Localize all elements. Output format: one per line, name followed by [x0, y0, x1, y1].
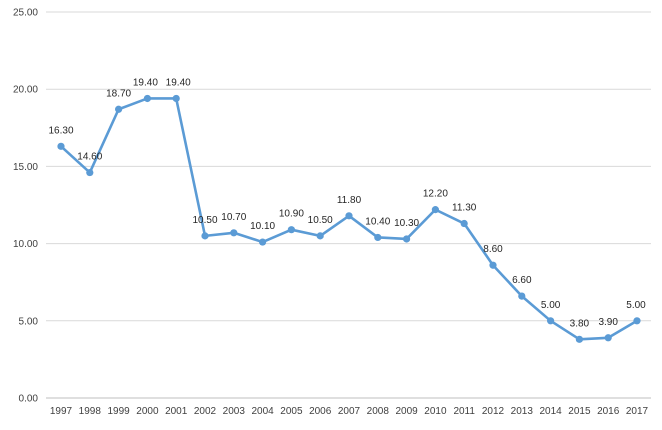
x-tick-label: 1999: [107, 406, 130, 417]
x-tick-label: 2015: [568, 406, 591, 417]
data-point: [374, 233, 382, 242]
data-label: 10.50: [308, 215, 333, 226]
data-label: 10.40: [365, 216, 390, 227]
y-tick-label: 15.00: [13, 162, 38, 173]
data-point: [287, 226, 295, 234]
x-tick-label: 2009: [395, 406, 418, 417]
data-label: 3.80: [570, 318, 590, 329]
x-tick-label: 2007: [338, 406, 361, 417]
data-point: [57, 142, 65, 150]
x-tick-label: 2014: [539, 406, 562, 417]
data-point: [259, 238, 267, 246]
data-label: 10.90: [279, 209, 304, 220]
x-tick-label: 2013: [511, 406, 534, 417]
data-label: 6.60: [512, 275, 532, 286]
data-label: 8.60: [483, 244, 503, 255]
data-point: [403, 235, 411, 243]
x-tick-label: 1998: [79, 406, 102, 417]
data-point: [115, 105, 123, 113]
data-label: 11.80: [337, 195, 362, 206]
data-label: 16.30: [48, 125, 73, 136]
x-tick-label: 2006: [309, 406, 332, 417]
x-tick-label: 2008: [367, 406, 390, 417]
data-point: [575, 335, 584, 343]
data-label: 10.10: [250, 221, 275, 232]
data-point: [547, 317, 555, 325]
data-label: 19.40: [133, 77, 158, 88]
x-tick-label: 2016: [597, 406, 620, 417]
x-tick-label: 1997: [50, 406, 73, 417]
x-tick-label: 2000: [136, 406, 159, 417]
data-point: [604, 334, 612, 342]
data-label: 10.50: [192, 215, 217, 226]
x-tick-label: 2012: [482, 406, 505, 417]
x-tick-label: 2004: [251, 406, 274, 417]
y-tick-label: 10.00: [13, 239, 38, 250]
data-point: [633, 317, 641, 325]
data-label: 19.40: [166, 77, 191, 88]
x-tick-label: 2002: [194, 406, 217, 417]
data-label: 10.30: [394, 218, 419, 229]
x-tick-label: 2003: [223, 406, 246, 417]
data-point: [518, 292, 526, 300]
data-label: 5.00: [541, 300, 561, 311]
data-label: 12.20: [423, 189, 448, 200]
data-label: 11.30: [452, 203, 477, 214]
data-point: [489, 261, 497, 269]
data-label: 10.70: [221, 212, 246, 223]
x-tick-label: 2010: [424, 406, 447, 417]
data-point: [316, 232, 324, 240]
data-point: [201, 232, 209, 240]
data-label: 14.60: [77, 152, 102, 163]
x-tick-label: 2001: [165, 406, 188, 417]
data-point: [143, 94, 151, 103]
x-tick-label: 2017: [626, 406, 649, 417]
x-tick-label: 2011: [453, 406, 475, 417]
data-label: 3.90: [598, 317, 618, 328]
data-point: [431, 206, 439, 214]
data-point: [230, 229, 238, 237]
x-tick-label: 2005: [280, 406, 303, 417]
data-point: [460, 219, 468, 228]
y-tick-label: 0.00: [19, 394, 39, 405]
y-tick-label: 25.00: [13, 8, 38, 19]
y-tick-label: 20.00: [13, 85, 38, 96]
data-point: [86, 168, 94, 177]
data-point: [345, 212, 353, 220]
data-label: 5.00: [626, 300, 646, 311]
data-label: 18.70: [106, 88, 131, 99]
y-tick-label: 5.00: [19, 316, 39, 327]
data-point: [172, 94, 180, 103]
